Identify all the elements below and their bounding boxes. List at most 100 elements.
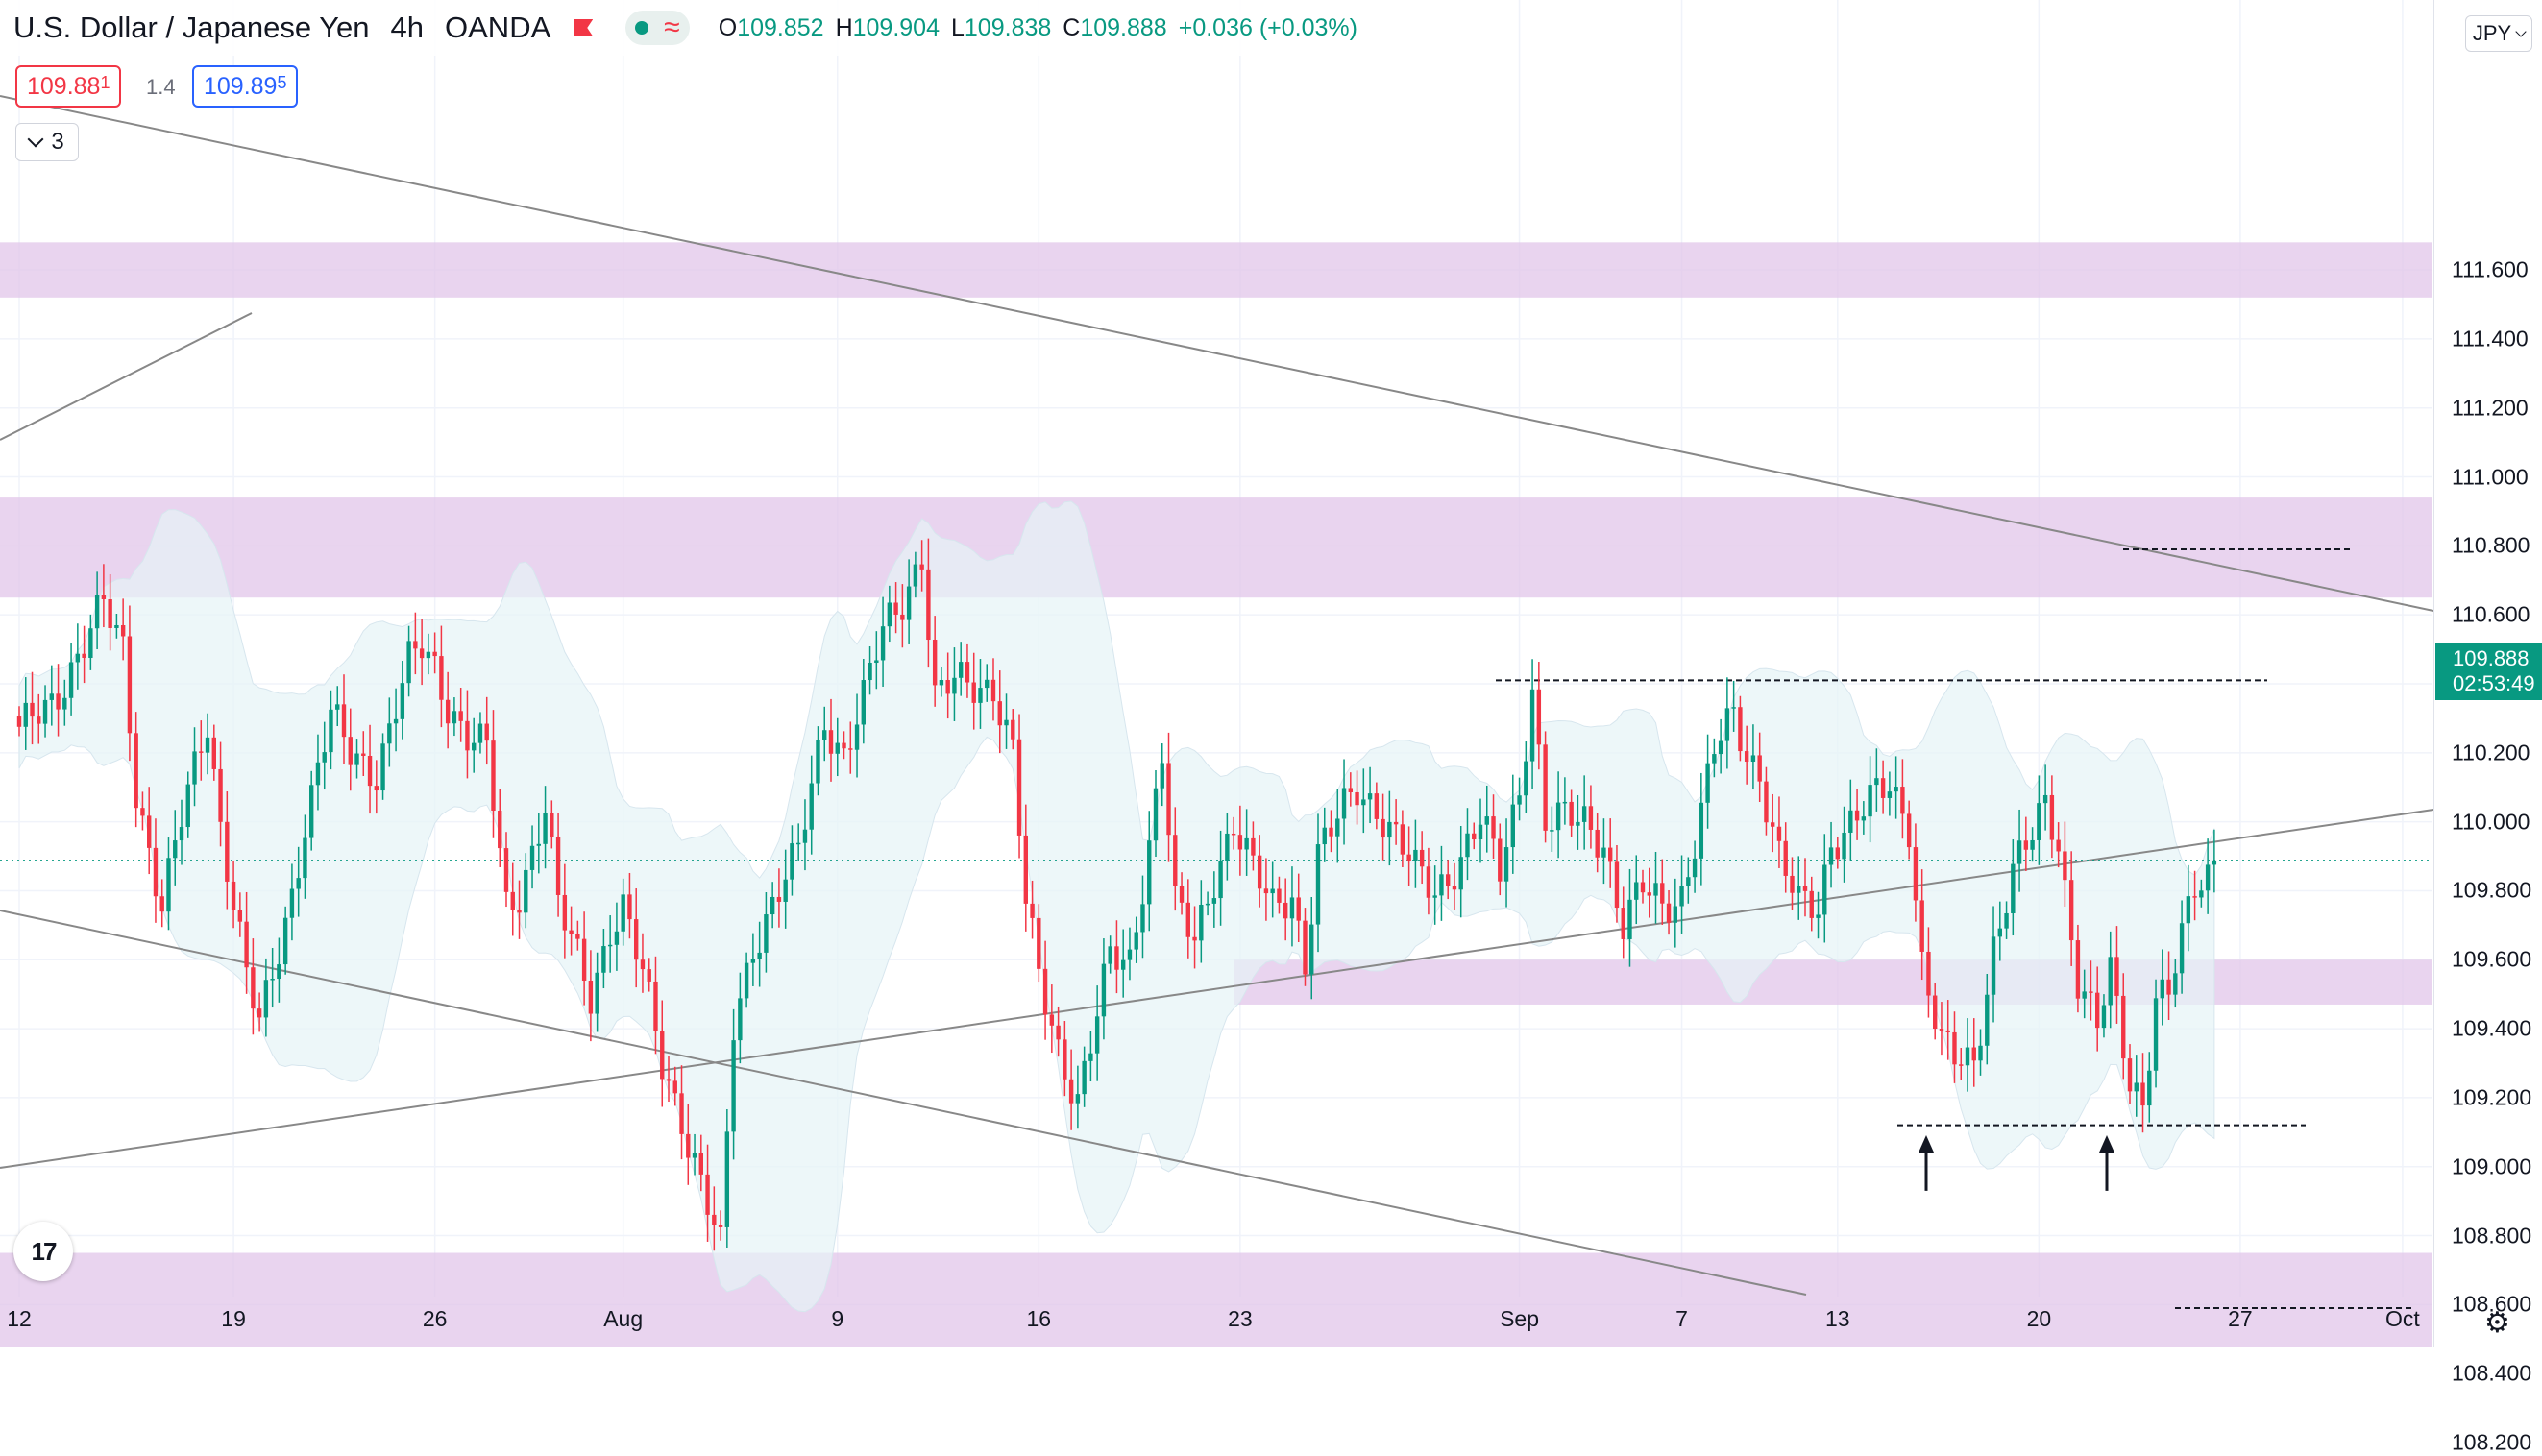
candle-body	[1244, 837, 1249, 850]
time-tick-label: 13	[1825, 1306, 1850, 1331]
candle-body	[2121, 995, 2126, 1059]
arrow-up-icon-head	[2099, 1135, 2114, 1153]
candle-body	[1517, 795, 1522, 805]
candle-body	[868, 663, 872, 681]
candle-body	[413, 641, 418, 649]
ohlc-high: H109.904	[835, 13, 940, 41]
candle-body	[1686, 877, 1691, 886]
candle-body	[1108, 946, 1112, 964]
candle-body	[1315, 844, 1321, 925]
spread-value: 1.4	[146, 75, 176, 99]
time-tick-label: Sep	[1500, 1306, 1540, 1331]
arrow-up-icon-head	[1919, 1135, 1934, 1153]
candle-body	[270, 979, 275, 981]
candle-body	[159, 896, 164, 912]
candle-body	[2186, 896, 2191, 924]
candle-body	[1699, 802, 1704, 859]
candle-body	[282, 917, 288, 965]
candle-body	[1985, 994, 1990, 1046]
candle-body	[2160, 979, 2164, 999]
candle-body	[147, 815, 152, 848]
candle-body	[62, 697, 67, 710]
currency-selector[interactable]: JPY	[2465, 15, 2532, 52]
candle-body	[990, 679, 996, 702]
price-tick-label: 110.600	[2452, 601, 2530, 627]
candle-body	[1653, 883, 1658, 896]
candle-body	[303, 837, 307, 879]
buy-button[interactable]: 109.89 5	[192, 65, 299, 108]
candle-body	[1919, 900, 1924, 952]
candle-body	[1088, 1053, 1093, 1061]
bollinger-band	[18, 500, 2215, 1313]
candle-body	[1114, 946, 1119, 970]
flag-icon[interactable]	[572, 17, 593, 38]
candle-body	[952, 677, 957, 694]
candle-body	[477, 723, 483, 743]
candle-body	[1828, 847, 1834, 865]
price-chart[interactable]	[0, 0, 2542, 1347]
time-tick-label: 27	[2228, 1306, 2253, 1331]
candle-body	[2205, 864, 2211, 891]
candle-body	[1887, 791, 1893, 798]
candle-body	[1880, 778, 1886, 798]
candle-body	[30, 702, 35, 717]
ohlc-open: O109.852	[718, 13, 824, 41]
candle-body	[1257, 855, 1262, 889]
candle-body	[1933, 995, 1938, 1030]
indicators-toggle-button[interactable]: 3	[15, 123, 79, 161]
candle-body	[555, 837, 561, 895]
candle-body	[893, 602, 898, 615]
candle-body	[1842, 832, 1846, 860]
candle-body	[153, 847, 159, 897]
candle-body	[237, 910, 243, 922]
zone-rect	[1234, 959, 2432, 1005]
candle-body	[1550, 830, 1554, 832]
candle-body	[2212, 860, 2217, 865]
candle-body	[1900, 787, 1905, 814]
time-tick-label: 26	[422, 1306, 448, 1331]
sell-button[interactable]: 109.88 1	[15, 65, 122, 108]
candle-body	[1030, 903, 1035, 918]
timeframe-label[interactable]: 4h	[390, 11, 425, 44]
gear-icon[interactable]: ⚙	[2484, 1307, 2510, 1339]
short-trendline	[0, 312, 253, 441]
tradingview-logo-icon[interactable]: 17	[13, 1222, 73, 1281]
candle-body	[1874, 778, 1879, 786]
candle-body	[1472, 833, 1477, 840]
candle-body	[790, 843, 794, 880]
candle-body	[1289, 897, 1295, 919]
buy-price-pip: 5	[277, 72, 287, 92]
candle-body	[1971, 1047, 1976, 1061]
candle-body	[588, 981, 594, 1014]
price-tick-label: 110.000	[2452, 809, 2530, 835]
candle-body	[529, 845, 535, 870]
candle-body	[1536, 689, 1542, 745]
candle-body	[1049, 1014, 1055, 1026]
candle-body	[2004, 912, 2009, 929]
candle-body	[2030, 839, 2035, 850]
price-tick-label: 111.400	[2452, 326, 2529, 352]
candle-body	[1797, 886, 1801, 893]
candle-body	[1446, 874, 1451, 886]
candle-body	[913, 564, 918, 587]
time-tick-label: Aug	[603, 1306, 644, 1331]
candle-body	[465, 720, 470, 751]
candle-body	[244, 921, 249, 968]
candle-body	[472, 742, 477, 751]
candle-body	[809, 783, 814, 830]
ascending-trendline	[0, 809, 2434, 1169]
candle-body	[88, 628, 93, 658]
candle-body	[1179, 886, 1185, 903]
candle-body	[1771, 822, 1775, 827]
candle-body	[1498, 838, 1503, 882]
symbol-title[interactable]: U.S. Dollar / Japanese Yen	[13, 11, 370, 44]
candle-body	[607, 944, 613, 947]
candle-body	[2056, 839, 2061, 852]
candle-body	[1374, 793, 1380, 819]
candle-body	[1166, 763, 1171, 836]
candle-body	[498, 811, 502, 849]
candle-body	[945, 680, 950, 694]
candle-body	[1776, 826, 1782, 841]
market-status-pill[interactable]: ≈	[625, 11, 690, 45]
current-price-value: 109.888	[2453, 646, 2530, 670]
